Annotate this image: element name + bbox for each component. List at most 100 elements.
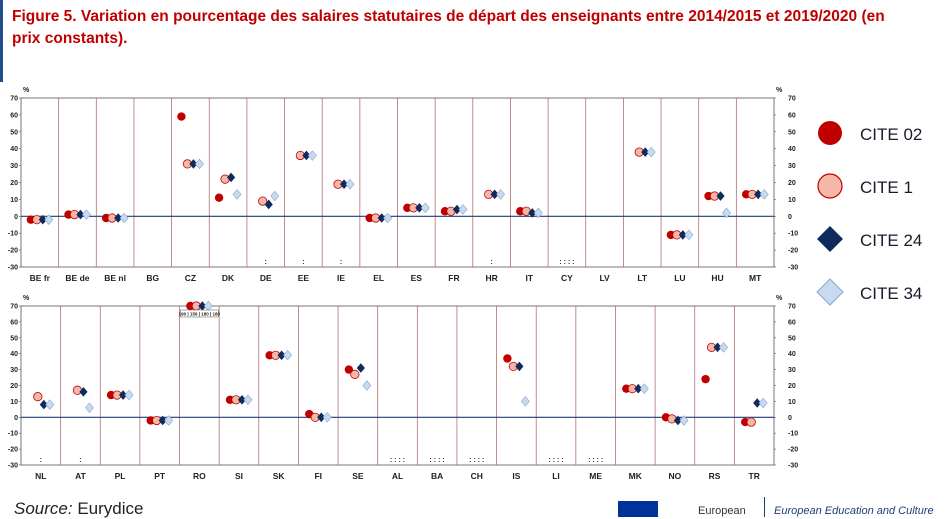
category-label: BE fr xyxy=(30,273,51,283)
data-point-cite34 xyxy=(684,229,694,241)
y-tick-label-left: -20 xyxy=(8,248,18,255)
data-point-cite34 xyxy=(194,158,204,170)
legend-marker-cite24 xyxy=(817,226,843,252)
y-tick-label-right: 20 xyxy=(788,180,796,187)
legend-circle xyxy=(818,121,842,145)
data-point-cite34 xyxy=(124,389,134,401)
eu-flag-icon xyxy=(618,501,658,517)
data-point-cite34 xyxy=(119,212,129,224)
data-point-cite1 xyxy=(667,414,677,424)
category-label: AT xyxy=(75,471,87,481)
y-tick-label-right: 50 xyxy=(788,129,796,136)
data-point-cite24 xyxy=(634,383,643,394)
data-point-cite24 xyxy=(302,150,311,161)
missing-data-mark: : xyxy=(265,259,267,266)
data-point-cite24 xyxy=(198,301,207,311)
y-tick-label-left: 30 xyxy=(10,367,18,374)
footer-logos: European European Education and Culture xyxy=(604,495,946,517)
legend-label: CITE 24 xyxy=(860,231,923,250)
category-label: CZ xyxy=(185,273,196,283)
missing-data-mark: : : : : xyxy=(588,457,603,464)
y-tick-label-right: 60 xyxy=(788,319,796,326)
y-tick-label-right: 30 xyxy=(788,367,796,374)
category-label: BE nl xyxy=(104,273,126,283)
data-point-cite34 xyxy=(164,415,174,426)
y-tick-label-left: 0 xyxy=(14,214,18,221)
y-unit-label-right: % xyxy=(776,295,783,302)
data-point-cite24 xyxy=(641,147,650,157)
footer-eac-label: European Education and Culture xyxy=(774,505,934,517)
data-point-cite1 xyxy=(746,417,756,427)
data-point-cite1 xyxy=(72,385,83,395)
y-tick-label-left: 40 xyxy=(10,351,18,358)
footer-org-label: European xyxy=(698,505,746,517)
data-point-cite24 xyxy=(754,189,763,200)
data-point-cite34 xyxy=(362,380,372,391)
y-tick-label-right: 10 xyxy=(788,399,796,406)
legend-circle xyxy=(817,173,843,199)
y-tick-label-right: 40 xyxy=(788,146,796,153)
y-tick-label-left: -30 xyxy=(8,463,18,470)
data-point-cite34 xyxy=(496,189,506,200)
data-point-cite34 xyxy=(458,204,468,215)
data-point-cite02 xyxy=(701,374,710,384)
y-tick-label-left: 20 xyxy=(10,180,18,187)
category-label: IT xyxy=(525,273,533,283)
data-point-cite24 xyxy=(356,363,365,373)
annotation-box xyxy=(180,309,219,318)
y-tick-label-right: 10 xyxy=(788,197,796,204)
y-tick-label-left: -20 xyxy=(8,447,18,454)
category-label: SE xyxy=(352,471,364,481)
y-tick-label-left: 60 xyxy=(10,319,18,326)
category-label: MK xyxy=(629,471,643,481)
legend-marker-cite02 xyxy=(818,121,842,145)
data-point-cite24 xyxy=(114,213,123,223)
missing-data-mark: : : : : xyxy=(559,259,574,266)
category-label: TR xyxy=(749,471,760,481)
data-point-cite1 xyxy=(258,196,268,206)
data-point-cite24 xyxy=(118,390,128,400)
data-point-cite02 xyxy=(214,193,224,202)
category-label: BG xyxy=(146,273,159,283)
legend-diamond xyxy=(817,226,843,252)
data-point-cite24 xyxy=(339,179,349,189)
y-tick-label-right: 70 xyxy=(788,304,796,311)
y-tick-label-left: -10 xyxy=(8,231,18,238)
data-point-cite34 xyxy=(270,190,280,202)
missing-data-mark: : xyxy=(79,457,81,464)
data-point-cite34 xyxy=(520,396,530,407)
y-tick-label-left: 70 xyxy=(10,304,18,311)
category-label: FI xyxy=(314,471,322,481)
missing-data-mark: : xyxy=(302,259,304,266)
data-point-cite24 xyxy=(377,213,386,223)
category-label: BA xyxy=(431,471,443,481)
category-label: SI xyxy=(235,471,243,481)
data-point-cite34 xyxy=(243,394,253,406)
missing-data-mark: : : : : xyxy=(390,457,405,464)
chart-panel-bottom: 70 70 60 60 50 50 40 40 30 30 20 20 10 10 0 0 -10 -10 -20 -… xyxy=(8,295,798,481)
category-label: LV xyxy=(599,273,610,283)
category-label: PL xyxy=(115,471,126,481)
category-label: HU xyxy=(711,273,723,283)
y-tick-label-left: 30 xyxy=(10,163,18,170)
category-label: ME xyxy=(589,471,602,481)
category-label: IS xyxy=(512,471,520,481)
data-point-cite34 xyxy=(646,146,656,158)
y-tick-label-left: 40 xyxy=(10,146,18,153)
category-label: EE xyxy=(298,273,310,283)
figure-title: Figure 5. Variation en pourcentage des s… xyxy=(12,8,885,47)
data-point-cite24 xyxy=(515,361,524,372)
legend: CITE 02 CITE 1 CITE 24 CITE 34 xyxy=(815,118,945,328)
y-tick-label-right: 50 xyxy=(788,335,796,342)
missing-data-mark: : xyxy=(40,457,42,464)
category-label: IE xyxy=(337,273,345,283)
y-tick-label-right: 30 xyxy=(788,163,796,170)
missing-data-mark: : xyxy=(340,259,342,266)
legend-label: CITE 34 xyxy=(860,284,923,303)
y-unit-label-left: % xyxy=(23,87,30,94)
category-label: DK xyxy=(222,273,235,283)
y-tick-label-left: 10 xyxy=(10,399,18,406)
data-point-cite24 xyxy=(264,199,273,210)
left-accent-bar xyxy=(0,0,3,82)
